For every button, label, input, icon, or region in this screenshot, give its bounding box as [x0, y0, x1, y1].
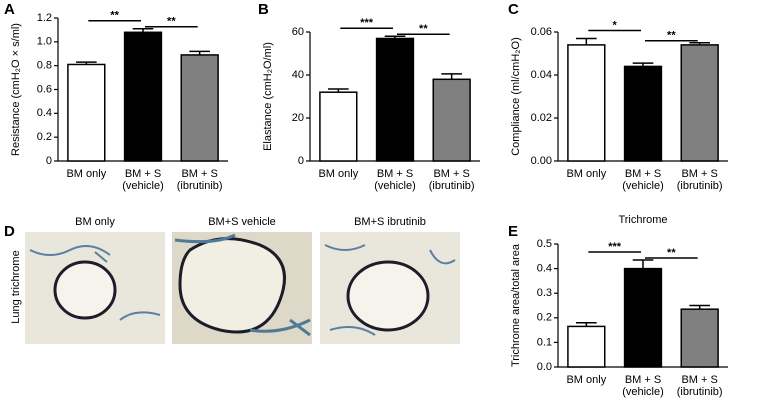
image-label: BM only — [75, 216, 115, 228]
y-tick-label: 0.5 — [537, 238, 552, 250]
bar — [375, 37, 415, 162]
y-axis-label: Lung trichrome — [10, 250, 22, 323]
x-tick-label: BM + S (vehicle) — [122, 168, 164, 192]
significance-label: ** — [667, 247, 676, 259]
panel-letter: B — [258, 1, 269, 18]
x-tick-label: BM only — [566, 374, 606, 386]
x-tick-label: BM + S (vehicle) — [622, 168, 664, 192]
image-label: BM+S ibrutinib — [354, 216, 426, 228]
chart-title: Trichrome — [618, 214, 667, 226]
x-tick-label: BM + S (vehicle) — [622, 374, 664, 398]
bar — [180, 54, 219, 162]
significance-label: ** — [419, 23, 428, 35]
y-tick-label: 0 — [46, 155, 52, 167]
y-tick-label: 20 — [292, 112, 304, 124]
y-tick-label: 40 — [292, 69, 304, 81]
x-tick-label: BM + S (ibrutinib) — [677, 374, 723, 398]
y-tick-label: 0.04 — [531, 69, 552, 81]
x-tick-label: BM only — [318, 168, 358, 180]
y-tick-label: 0.4 — [37, 107, 52, 119]
bar — [567, 44, 606, 162]
significance-label: ** — [167, 16, 176, 28]
y-tick-label: 0.2 — [537, 312, 552, 324]
bar — [67, 63, 106, 162]
image-label: BM+S vehicle — [208, 216, 276, 228]
bar — [432, 78, 471, 162]
significance-label: * — [613, 19, 618, 31]
significance-label: *** — [360, 17, 374, 29]
x-tick-label: BM + S (ibrutinib) — [177, 168, 223, 192]
bar — [123, 31, 163, 162]
y-tick-label: 0.4 — [537, 263, 552, 275]
bar — [680, 44, 719, 162]
x-tick-label: BM + S (vehicle) — [374, 168, 416, 192]
y-tick-label: 0.06 — [531, 26, 552, 38]
y-tick-label: 60 — [292, 26, 304, 38]
y-tick-label: 0.02 — [531, 112, 552, 124]
y-tick-label: 0.00 — [531, 155, 552, 167]
y-axis-label: Elastance (cmH₂O/ml) — [262, 42, 274, 151]
y-tick-label: 0.3 — [537, 287, 552, 299]
bar — [680, 308, 719, 368]
y-tick-label: 0.8 — [37, 60, 52, 72]
significance-label: ** — [110, 10, 119, 22]
x-tick-label: BM + S (ibrutinib) — [677, 168, 723, 192]
panel-letter: C — [508, 1, 519, 18]
y-tick-label: 0.6 — [37, 83, 52, 95]
y-axis-label: Resistance (cmH₂O × s/ml) — [10, 23, 22, 156]
bar — [623, 267, 663, 368]
significance-label: ** — [667, 30, 676, 42]
panel-letter: D — [4, 223, 15, 240]
y-axis-label: Trichrome area/total area — [510, 243, 522, 367]
x-tick-label: BM only — [66, 168, 106, 180]
y-tick-label: 0.0 — [537, 361, 552, 373]
y-axis-label: Compliance (ml/cmH₂O) — [510, 37, 522, 156]
y-tick-label: 1.2 — [37, 12, 52, 24]
bar — [319, 91, 358, 162]
y-tick-label: 1.0 — [37, 36, 52, 48]
x-tick-label: BM only — [566, 168, 606, 180]
y-tick-label: 0.2 — [37, 131, 52, 143]
bar — [567, 325, 606, 368]
y-tick-label: 0.1 — [537, 336, 552, 348]
y-tick-label: 0 — [298, 155, 304, 167]
micrograph — [172, 232, 312, 344]
panel-letter: A — [4, 1, 15, 18]
micrograph — [320, 232, 460, 344]
panel-letter: E — [508, 223, 518, 240]
significance-label: *** — [608, 241, 622, 253]
micrograph — [25, 232, 165, 344]
x-tick-label: BM + S (ibrutinib) — [429, 168, 475, 192]
bar — [623, 65, 663, 162]
